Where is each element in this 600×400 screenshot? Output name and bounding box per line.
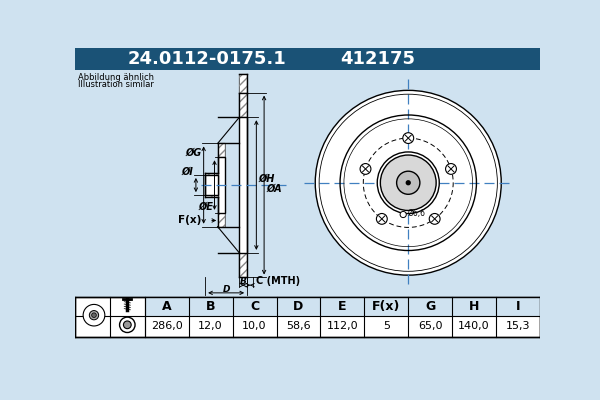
Circle shape — [124, 321, 131, 329]
Text: 140,0: 140,0 — [458, 321, 490, 331]
Text: Abbildung ähnlich: Abbildung ähnlich — [78, 74, 154, 82]
Circle shape — [119, 317, 135, 332]
Text: ØI: ØI — [182, 167, 194, 177]
Bar — [239, 74, 247, 93]
Circle shape — [446, 164, 457, 174]
Bar — [239, 253, 247, 278]
Circle shape — [313, 88, 503, 278]
Text: Ø6,6: Ø6,6 — [408, 209, 426, 218]
Text: ØG: ØG — [186, 148, 202, 158]
Bar — [218, 213, 226, 227]
Text: D: D — [293, 300, 304, 313]
Circle shape — [376, 214, 387, 224]
Bar — [239, 74, 247, 93]
Bar — [218, 157, 226, 213]
Text: Illustration similar: Illustration similar — [78, 80, 154, 88]
Text: I: I — [516, 300, 520, 313]
Bar — [75, 48, 540, 70]
Bar — [205, 173, 218, 175]
Text: F(x): F(x) — [372, 300, 400, 313]
Bar — [145, 297, 540, 316]
Text: 65,0: 65,0 — [418, 321, 442, 331]
Text: 412175: 412175 — [340, 50, 415, 68]
Text: 10,0: 10,0 — [242, 321, 267, 331]
Text: ØA: ØA — [266, 184, 282, 194]
Circle shape — [397, 171, 420, 194]
Text: B: B — [206, 300, 215, 313]
Circle shape — [403, 133, 413, 144]
Bar — [239, 93, 247, 117]
Text: 15,3: 15,3 — [506, 321, 530, 331]
Text: 112,0: 112,0 — [326, 321, 358, 331]
Text: D: D — [223, 284, 230, 294]
Bar — [205, 175, 218, 195]
Text: 58,6: 58,6 — [286, 321, 311, 331]
Bar — [205, 173, 218, 175]
Bar — [218, 213, 226, 227]
Circle shape — [429, 214, 440, 224]
Bar — [205, 195, 218, 197]
Circle shape — [380, 155, 436, 210]
Text: H: H — [469, 300, 479, 313]
Text: ØH: ØH — [259, 174, 275, 184]
Circle shape — [89, 310, 98, 320]
Text: A: A — [162, 300, 172, 313]
Text: 5: 5 — [383, 321, 390, 331]
Circle shape — [400, 212, 406, 218]
Circle shape — [83, 304, 105, 326]
Bar — [75, 297, 540, 337]
Text: 24.0112-0175.1: 24.0112-0175.1 — [127, 50, 286, 68]
Circle shape — [92, 313, 97, 318]
Circle shape — [406, 181, 410, 185]
Text: 12,0: 12,0 — [199, 321, 223, 331]
Bar — [218, 144, 226, 157]
Text: E: E — [338, 300, 347, 313]
Text: C (MTH): C (MTH) — [256, 276, 300, 286]
Bar — [239, 93, 247, 117]
Bar — [239, 117, 247, 253]
Bar — [203, 89, 253, 281]
Text: ØE: ØE — [198, 202, 213, 212]
Circle shape — [377, 152, 439, 214]
Bar — [239, 253, 247, 278]
Bar — [218, 144, 226, 157]
Text: B: B — [240, 277, 247, 286]
Bar — [205, 195, 218, 197]
Text: 286,0: 286,0 — [151, 321, 182, 331]
Circle shape — [315, 90, 501, 275]
Text: G: G — [425, 300, 436, 313]
Text: C: C — [250, 300, 259, 313]
Circle shape — [360, 164, 371, 174]
Text: F(x): F(x) — [178, 216, 202, 226]
